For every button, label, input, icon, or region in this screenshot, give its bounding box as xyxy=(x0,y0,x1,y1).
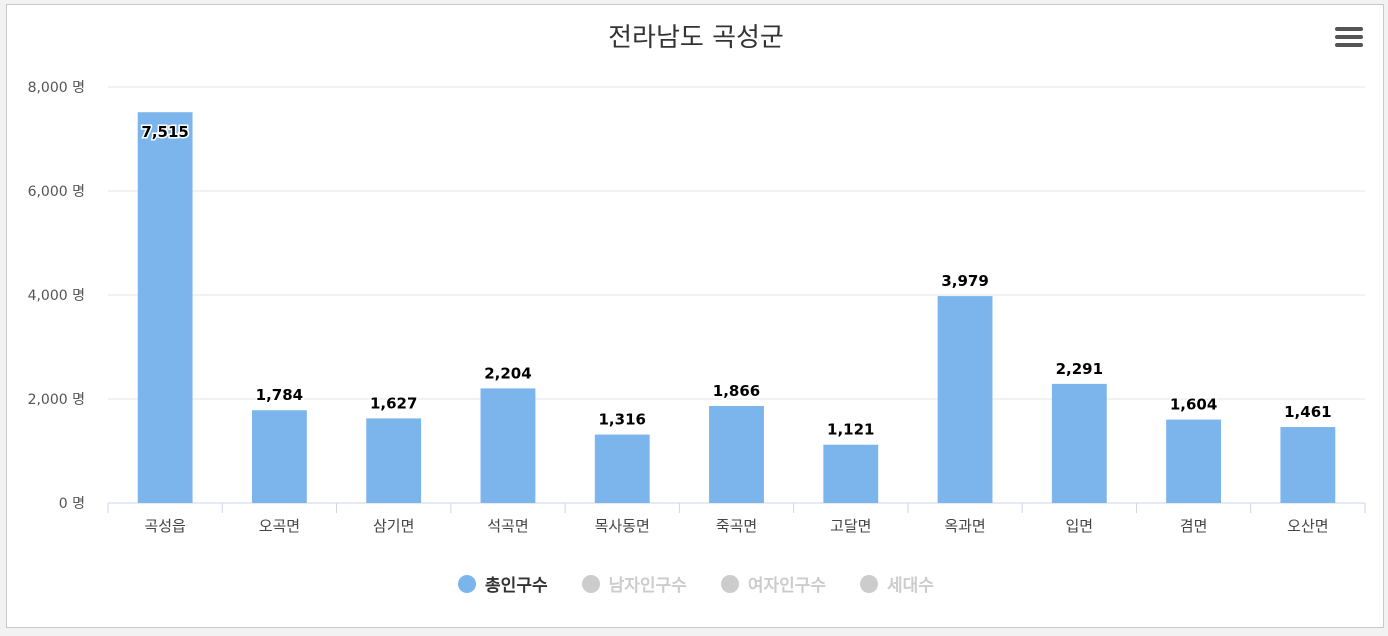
bar xyxy=(137,112,193,503)
x-tick-label: 고달면 xyxy=(830,517,871,535)
x-tick-label: 겸면 xyxy=(1180,517,1208,535)
bar-chart: 0 명 2,000 명 4,000 명 6,000 명 8,000 명 7,515 곡성읍 1… xyxy=(28,80,1366,535)
legend-item[interactable]: 남자인구수 xyxy=(581,571,687,596)
chart-title: 전라남도 곡성군 xyxy=(608,23,784,53)
bar xyxy=(1280,427,1336,503)
data-label: 2,204 xyxy=(484,364,531,382)
chart-legend: 총인구수 남자인구수 여자인구수 세대수 xyxy=(7,571,1385,596)
x-tick-label: 오산면 xyxy=(1287,517,1328,535)
bar xyxy=(937,296,993,503)
y-tick-label: 8,000 명 xyxy=(28,80,85,96)
bar xyxy=(366,418,422,503)
x-tick-label: 오곡면 xyxy=(259,517,300,535)
legend-marker-icon xyxy=(860,574,879,593)
bar xyxy=(251,410,307,503)
data-label: 1,604 xyxy=(1170,396,1217,414)
bar xyxy=(709,405,764,503)
data-label: 1,627 xyxy=(370,394,417,412)
hamburger-menu-icon[interactable] xyxy=(1335,27,1363,51)
legend-label: 총인구수 xyxy=(485,576,548,596)
legend-item[interactable]: 총인구수 xyxy=(458,571,548,596)
data-label: 7,515 xyxy=(141,123,188,141)
bar xyxy=(823,444,879,503)
y-tick-label: 2,000 명 xyxy=(28,392,85,408)
y-tick-label: 6,000 명 xyxy=(28,184,85,200)
data-label: 3,979 xyxy=(941,272,988,290)
x-tick-label: 옥과면 xyxy=(944,517,985,535)
bar xyxy=(480,388,536,503)
legend-item[interactable]: 세대수 xyxy=(860,571,934,596)
x-tick-label: 삼기면 xyxy=(373,517,414,535)
x-tick-label: 곡성읍 xyxy=(144,517,185,535)
legend-label: 남자인구수 xyxy=(608,576,687,596)
data-label: 1,866 xyxy=(713,382,760,400)
x-tick-label: 입면 xyxy=(1066,517,1094,535)
x-tick-label: 목사동면 xyxy=(595,517,650,535)
legend-label: 세대수 xyxy=(887,576,934,596)
bar xyxy=(1166,419,1222,503)
x-tick-label: 죽곡면 xyxy=(716,517,757,535)
legend-marker-icon xyxy=(581,574,600,593)
bar xyxy=(594,434,650,503)
legend-item[interactable]: 여자인구수 xyxy=(720,571,827,596)
data-label: 1,784 xyxy=(256,386,303,404)
y-tick-label: 0 명 xyxy=(59,496,85,512)
x-tick-label: 석곡면 xyxy=(487,517,528,535)
chart-container: 전라남도 곡성군 0 명 2,000 명 4,000 명 6,000 명 8,000 명… xyxy=(6,4,1384,628)
data-label: 1,316 xyxy=(599,411,646,429)
data-label: 1,461 xyxy=(1284,403,1331,421)
data-label: 2,291 xyxy=(1056,360,1103,378)
legend-marker-icon xyxy=(458,574,477,593)
data-label: 1,121 xyxy=(827,421,874,439)
bar xyxy=(1051,383,1107,503)
legend-marker-icon xyxy=(720,574,739,593)
y-tick-label: 4,000 명 xyxy=(28,288,85,304)
legend-label: 여자인구수 xyxy=(747,576,827,596)
